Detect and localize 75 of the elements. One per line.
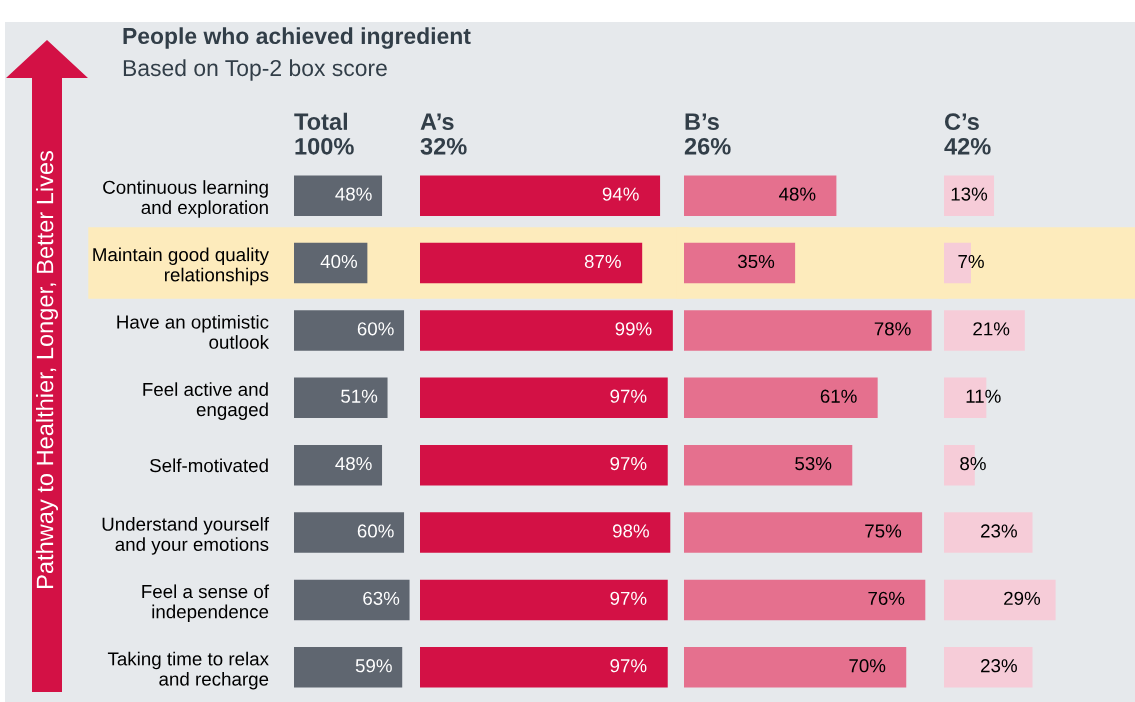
- bar: [684, 579, 926, 621]
- bar: [420, 579, 668, 621]
- data-label: 48%: [335, 187, 372, 201]
- data-label: 97%: [610, 456, 647, 471]
- text: Pathway to Healthier, Longer, Better Lives: [36, 150, 58, 588]
- bar: [420, 647, 668, 688]
- data-label: 40%: [320, 254, 358, 269]
- data-label: 61%: [820, 389, 857, 403]
- bar: [294, 242, 368, 284]
- bar: [944, 512, 1033, 553]
- bar: [294, 310, 405, 351]
- data-label: 76%: [868, 591, 905, 605]
- data-label: 60%: [357, 524, 394, 538]
- y-tick-label: Understand yourself and your emotions: [102, 517, 270, 555]
- data-label: 48%: [778, 187, 816, 201]
- y-tick-label: Maintain good quality relationships: [93, 247, 269, 286]
- chart-title: A’s 32%: [420, 113, 467, 155]
- bar: [294, 579, 410, 621]
- bar: [420, 377, 668, 419]
- bar: [294, 175, 383, 216]
- data-label: 99%: [615, 322, 652, 336]
- bar: [294, 377, 388, 419]
- bar: [420, 512, 671, 553]
- bar: [684, 175, 837, 216]
- data-label: 51%: [341, 389, 378, 403]
- bar: [420, 444, 668, 486]
- bar: [294, 512, 405, 553]
- bar: [684, 310, 932, 351]
- bar: [684, 377, 878, 419]
- data-label: 97%: [610, 591, 647, 605]
- y-tick-label: Have an optimistic outlook: [117, 314, 270, 349]
- data-label: 35%: [737, 254, 775, 269]
- y-tick-label: Continuous learning and exploration: [103, 180, 268, 218]
- bar: [294, 444, 383, 486]
- data-label: 98%: [613, 524, 649, 538]
- data-label: 48%: [335, 456, 372, 471]
- text: Based on Top-2 box score: [123, 59, 387, 81]
- data-label: 70%: [849, 659, 886, 673]
- data-label: 23%: [981, 659, 1017, 673]
- data-label: 94%: [602, 187, 639, 201]
- bar: [944, 647, 1033, 688]
- data-label: 63%: [363, 591, 400, 605]
- data-label: 59%: [355, 659, 392, 673]
- y-tick-label: Feel active and engaged: [143, 382, 268, 420]
- data-label: 97%: [610, 659, 647, 673]
- data-label: 21%: [973, 322, 1010, 336]
- y-tick-label: Self-motivated: [150, 458, 268, 473]
- data-label: 23%: [981, 524, 1017, 538]
- data-label: 29%: [1004, 591, 1041, 605]
- bar: [684, 512, 923, 553]
- data-label: 53%: [795, 456, 832, 471]
- data-label: 78%: [874, 322, 911, 336]
- chart-title: Total 100%: [294, 112, 354, 155]
- y-tick-label: Taking time to relax and recharge: [107, 651, 269, 690]
- bar: [684, 242, 796, 284]
- data-label: 8%: [960, 456, 986, 471]
- data-label: 75%: [865, 524, 902, 538]
- text: People who achieved ingredient: [123, 27, 471, 49]
- bar: [420, 310, 673, 351]
- data-label: 13%: [951, 187, 988, 201]
- data-label: 7%: [958, 254, 984, 269]
- bar: [944, 310, 1025, 351]
- data-label: 60%: [357, 322, 394, 336]
- bar: [420, 175, 661, 216]
- data-label: 11%: [966, 389, 1001, 403]
- chart-title: C’s 42%: [944, 113, 991, 155]
- bar: [944, 579, 1056, 621]
- bar: [294, 647, 403, 688]
- data-label: 97%: [610, 389, 647, 403]
- bar: [684, 647, 907, 688]
- data-label: 87%: [584, 254, 621, 269]
- bar: [684, 444, 853, 486]
- bar: [944, 175, 995, 216]
- chart-title: B’s 26%: [684, 113, 731, 155]
- y-tick-label: Feel a sense of independence: [142, 584, 270, 623]
